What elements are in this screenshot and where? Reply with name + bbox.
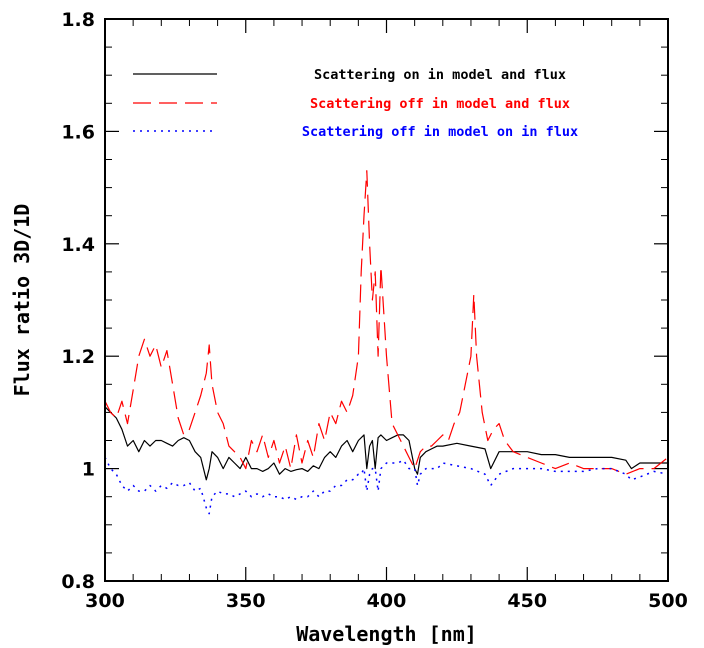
series-layer xyxy=(104,170,669,515)
x-tick-label: 450 xyxy=(507,590,547,612)
y-tick-label: 1.2 xyxy=(61,346,95,368)
series-line-0 xyxy=(104,406,668,481)
axis-ticks xyxy=(104,18,669,582)
x-axis-title: Wavelength [nm] xyxy=(296,622,477,646)
y-tick-label: 1.6 xyxy=(61,121,95,143)
y-tick-label: 1.8 xyxy=(61,9,95,31)
x-tick-label: 500 xyxy=(648,590,688,612)
legend-label-1: Scattering off in model and flux xyxy=(310,96,570,112)
y-tick-label: 1 xyxy=(82,459,95,481)
y-tick-label: 1.4 xyxy=(61,234,95,256)
series-line-1 xyxy=(104,170,669,475)
x-tick-label: 350 xyxy=(226,590,266,612)
y-axis-title: Flux ratio 3D/1D xyxy=(10,204,34,397)
legend-label-2: Scattering off in model on in flux xyxy=(302,124,578,140)
series-line-2 xyxy=(104,457,669,515)
y-tick-label: 0.8 xyxy=(61,571,95,593)
plot-frame xyxy=(104,18,669,582)
tick-labels: 300 350 400 450 500 0.8 1 1.2 1.4 1.6 1.8 xyxy=(61,9,688,612)
legend: Scattering on in model and flux Scatterin… xyxy=(133,67,578,140)
x-tick-label: 400 xyxy=(367,590,407,612)
legend-label-0: Scattering on in model and flux xyxy=(314,67,566,83)
x-tick-label: 300 xyxy=(85,590,125,612)
